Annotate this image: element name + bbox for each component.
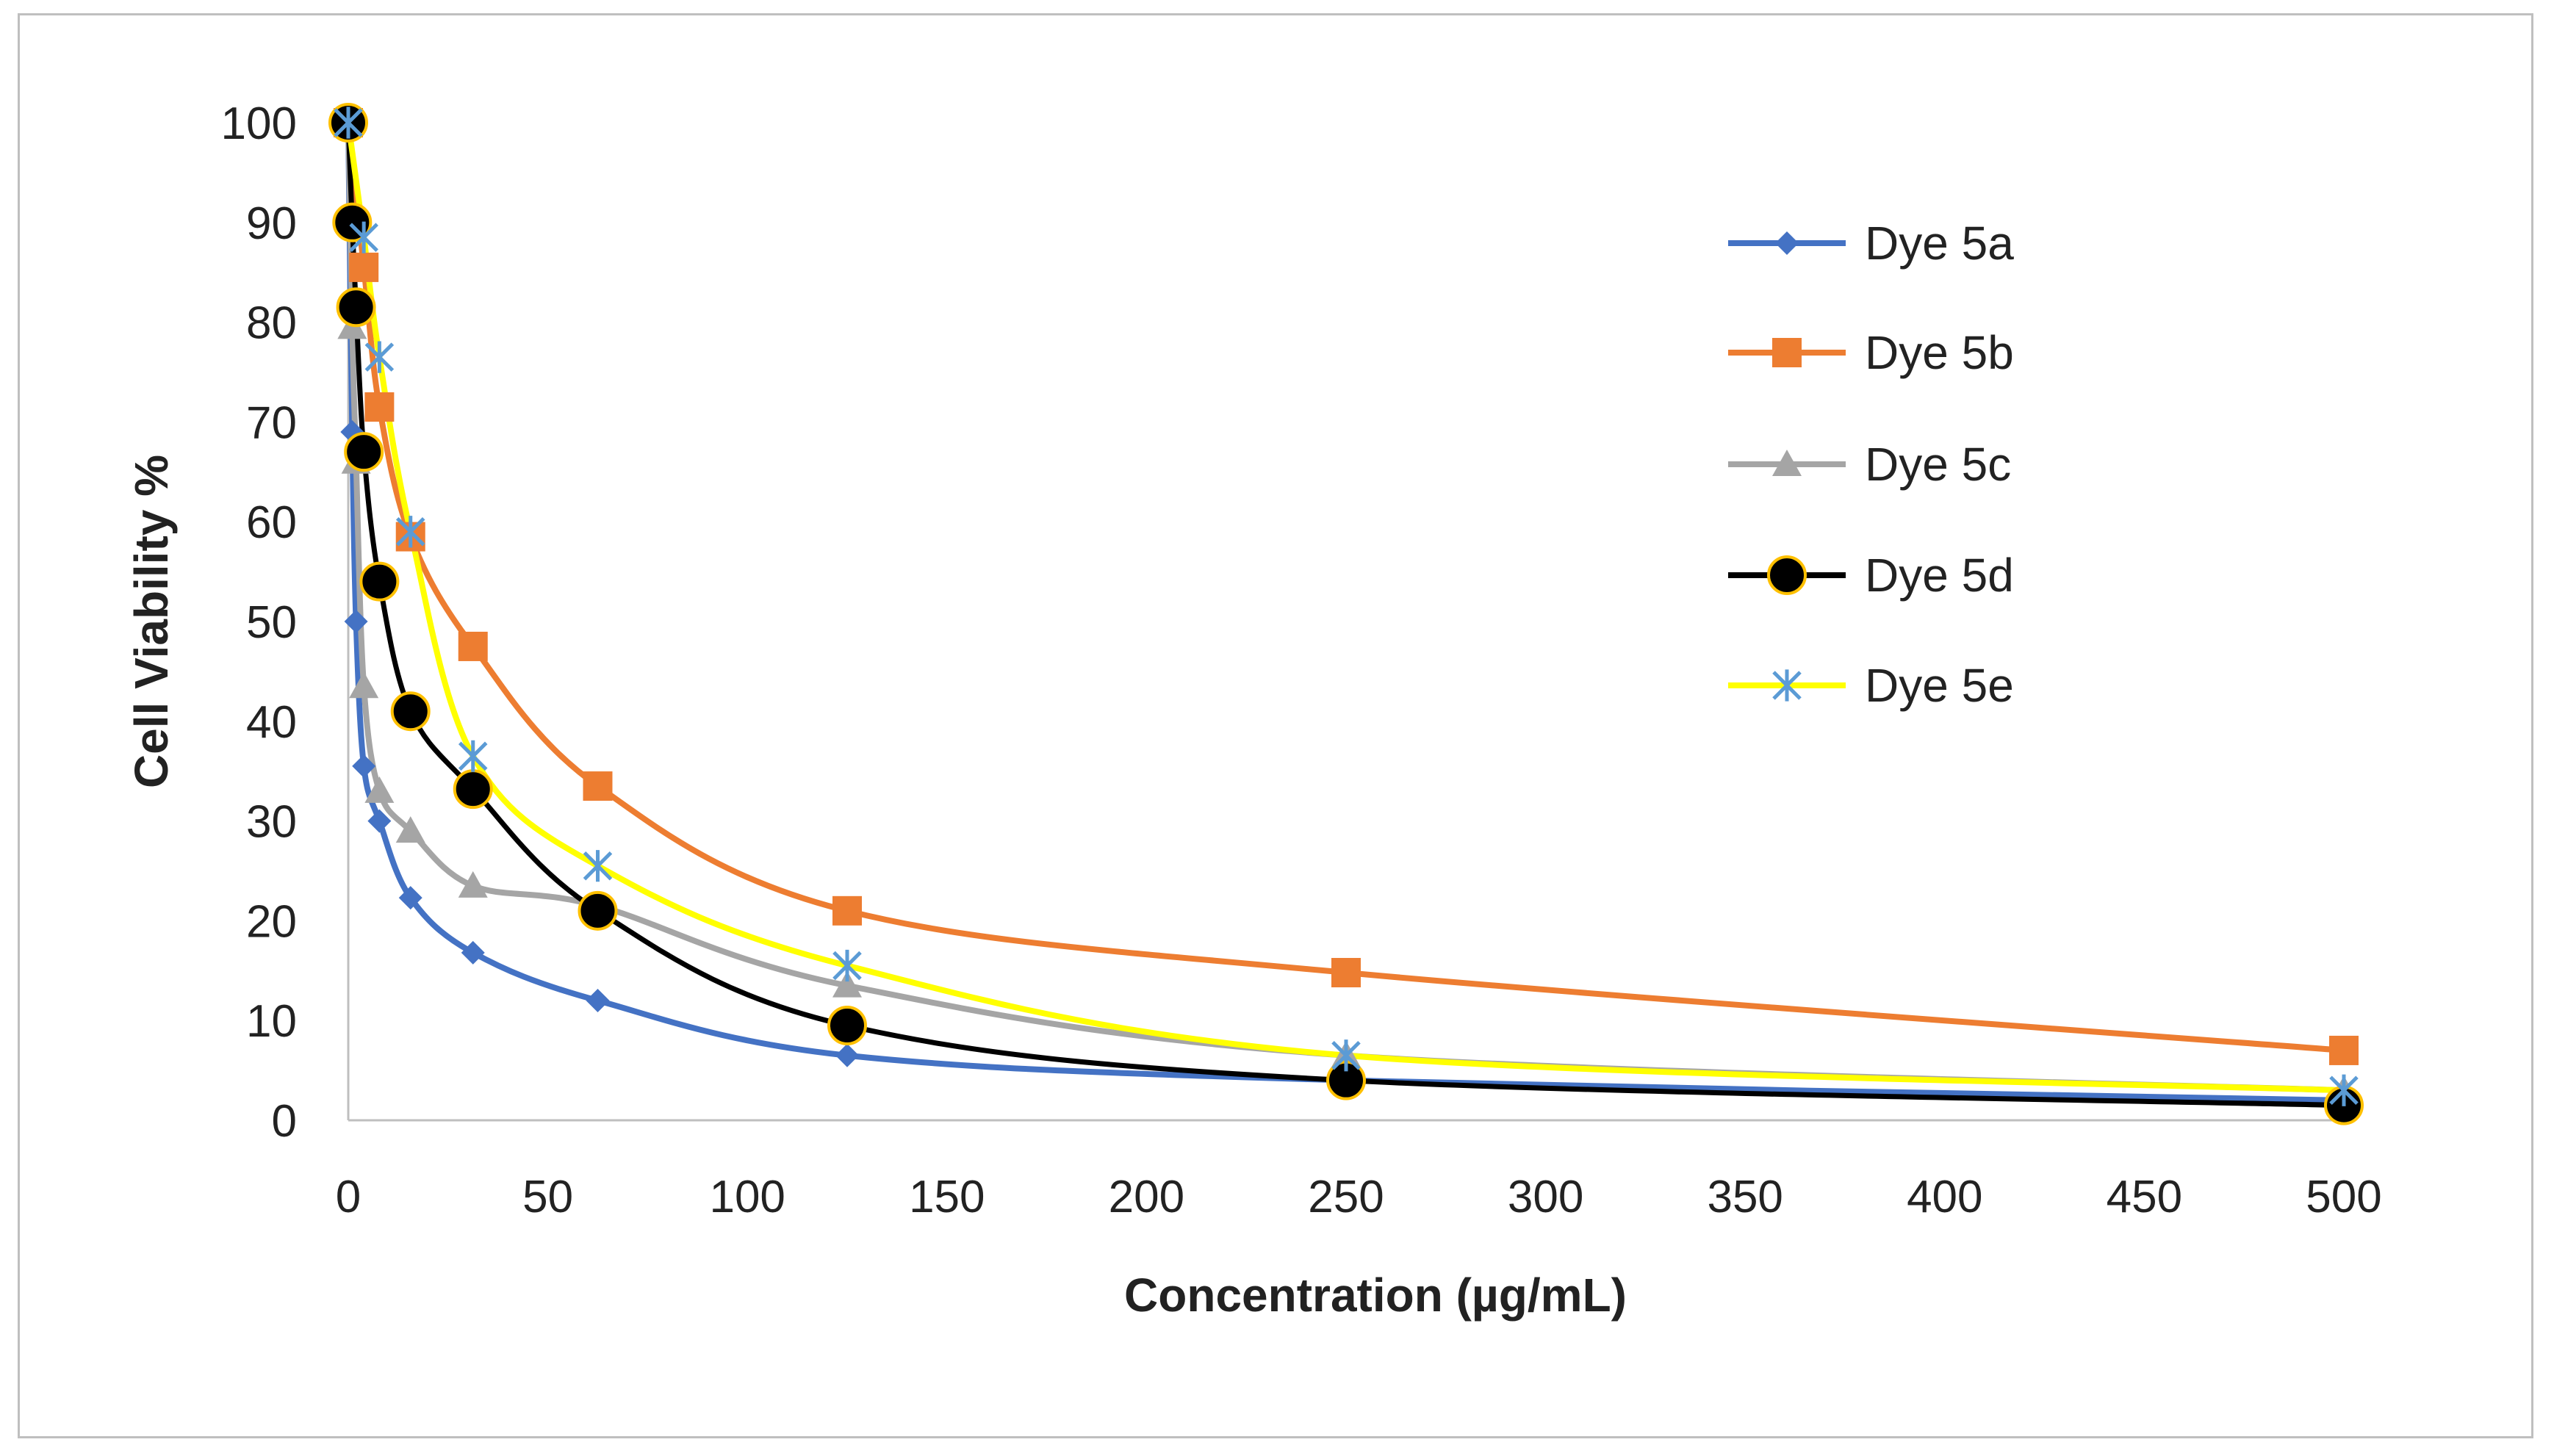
chart-frame [18, 13, 2533, 1438]
x-tick-label: 500 [2306, 1172, 2381, 1222]
legend-label: Dye 5a [1865, 217, 2014, 270]
markers-dye-5c [334, 108, 2359, 1103]
x-tick-label: 200 [1109, 1172, 1184, 1222]
legend-marker [1772, 338, 1802, 367]
data-point-dye-5d [332, 202, 373, 242]
data-point-dye-5e [458, 740, 488, 772]
legend-item-dye-5d: Dye 5d [1728, 549, 2014, 602]
series-markers [328, 103, 2364, 1125]
data-point-dye-5a [461, 940, 485, 965]
data-point-dye-5b [1331, 958, 1361, 988]
legend-label: Dye 5b [1865, 326, 2014, 379]
data-point-dye-5e [1331, 1039, 1361, 1072]
data-point-dye-5a [344, 610, 368, 633]
y-tick-label: 90 [246, 198, 297, 249]
data-point-dye-5a [586, 989, 610, 1013]
data-point-dye-5e [2329, 1074, 2359, 1106]
data-point-dye-5a [835, 1043, 859, 1067]
y-tick-label: 30 [246, 797, 297, 848]
data-point-dye-5d [453, 769, 493, 810]
data-point-dye-5d [359, 561, 400, 602]
legend-marker [1772, 669, 1802, 702]
legend-marker [1767, 555, 1807, 595]
data-point-dye-5c [395, 816, 425, 843]
legend-item-dye-5c: Dye 5c [1728, 438, 2011, 491]
data-point-dye-5e [583, 850, 613, 882]
data-point-dye-5a [398, 886, 422, 910]
data-point-dye-5d [578, 890, 618, 931]
data-point-dye-5b [458, 631, 488, 661]
x-tick-label: 150 [909, 1172, 985, 1222]
y-tick-labels: 0 10 20 30 40 50 60 70 80 90 100 [221, 98, 297, 1147]
data-point-dye-5a [367, 809, 392, 833]
x-axis-title: Concentration (µg/mL) [1124, 1269, 1627, 1322]
data-point-dye-5c [364, 776, 395, 803]
y-tick-label: 20 [246, 896, 297, 947]
data-point-dye-5e [364, 341, 395, 373]
legend-label: Dye 5e [1865, 659, 2014, 712]
x-tick-label: 350 [1707, 1172, 1783, 1222]
y-tick-label: 80 [246, 298, 297, 349]
legend-label: Dye 5d [1865, 549, 2014, 602]
legend-label: Dye 5c [1865, 438, 2011, 491]
y-tick-label: 60 [246, 497, 297, 548]
x-tick-label: 300 [1508, 1172, 1583, 1222]
data-point-dye-5e [395, 516, 425, 548]
series-line-dye-5a [345, 122, 2345, 1103]
data-point-dye-5b [349, 252, 379, 282]
data-point-dye-5b [364, 392, 395, 422]
legend-item-dye-5a: Dye 5a [1728, 217, 2014, 270]
x-tick-labels: 0 50 100 150 200 250 300 350 400 450 500 [336, 1172, 2382, 1222]
series-lines [345, 122, 2345, 1109]
data-point-dye-5c [349, 671, 379, 699]
y-axis-title: Cell Viability % [125, 455, 178, 788]
data-point-dye-5b [583, 771, 613, 801]
x-tick-label: 250 [1308, 1172, 1384, 1222]
data-point-dye-5c [458, 871, 488, 898]
y-tick-label: 50 [246, 597, 297, 648]
y-tick-label: 100 [221, 98, 297, 149]
data-point-dye-5d [390, 691, 431, 732]
series-line-dye-5d [345, 122, 2345, 1109]
legend-item-dye-5e: Dye 5e [1728, 659, 2014, 712]
markers-dye-5e [334, 107, 2359, 1106]
data-point-dye-5e [349, 221, 378, 253]
data-point-dye-5a [352, 754, 376, 778]
legend-marker [1772, 450, 1802, 476]
data-point-dye-5d [827, 1005, 867, 1045]
data-point-dye-5d [336, 287, 376, 328]
y-tick-label: 0 [272, 1096, 297, 1147]
legend-marker [1775, 231, 1799, 255]
x-tick-label: 50 [522, 1172, 573, 1222]
data-point-dye-5b [832, 895, 862, 926]
x-tick-label: 0 [336, 1172, 361, 1222]
data-point-dye-5c [832, 970, 862, 998]
x-tick-label: 400 [1907, 1172, 1982, 1222]
data-point-dye-5e [832, 949, 862, 982]
y-tick-label: 70 [246, 397, 297, 448]
data-point-dye-5d [344, 432, 384, 472]
data-point-dye-5b [2329, 1035, 2359, 1065]
data-point-dye-5e [334, 107, 363, 139]
x-tick-label: 450 [2107, 1172, 2182, 1222]
y-tick-label: 10 [246, 996, 297, 1047]
y-tick-label: 40 [246, 697, 297, 748]
series-line-dye-5b [345, 122, 2345, 1053]
x-tick-label: 100 [709, 1172, 785, 1222]
legend: Dye 5a Dye 5b Dye 5c Dye 5d Dye 5e [1728, 217, 2014, 712]
legend-item-dye-5b: Dye 5b [1728, 326, 2014, 379]
